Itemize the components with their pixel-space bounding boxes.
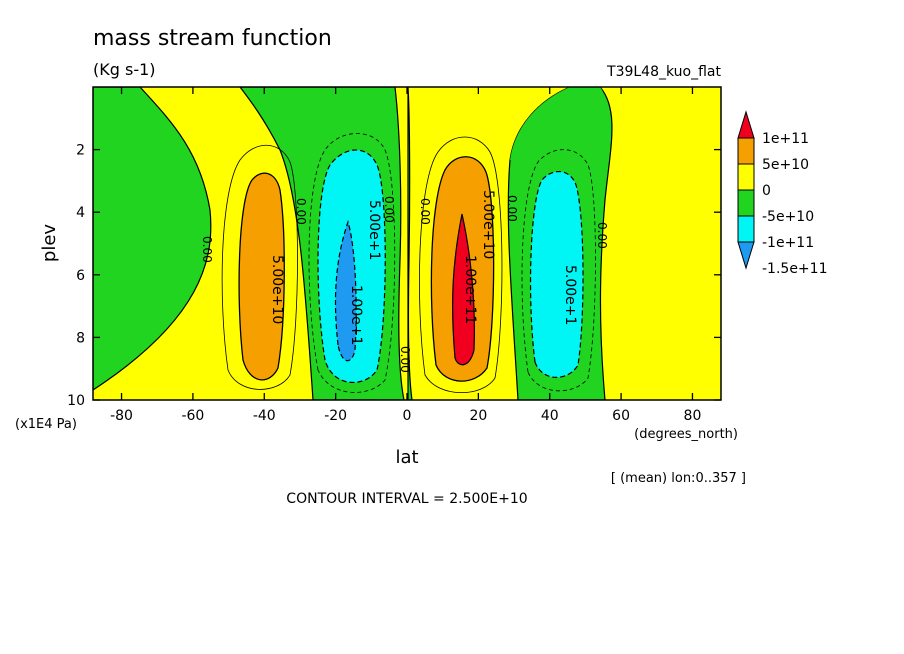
x-tick-label: 0 bbox=[403, 408, 412, 424]
x-tick-label: 20 bbox=[469, 408, 487, 424]
zero-label: 0.00 bbox=[294, 198, 308, 225]
y-tick-label: 2 bbox=[76, 143, 85, 159]
y-tick-label: 6 bbox=[76, 268, 85, 284]
colorbar-label: 0 bbox=[762, 183, 771, 199]
colorbar-label: 1e+11 bbox=[762, 131, 809, 147]
colorbar-swatch bbox=[737, 110, 755, 139]
colorbar-swatch bbox=[737, 163, 755, 191]
green-region-nh-mid-cap bbox=[510, 87, 609, 160]
green-region-nh-tropics bbox=[407, 87, 413, 400]
y-tick-label: 8 bbox=[76, 330, 85, 346]
x-tick-label: -40 bbox=[253, 408, 276, 424]
colorbar-swatch bbox=[737, 189, 755, 217]
zero-label: 0.00 bbox=[200, 236, 214, 263]
zero-label: 0.00 bbox=[505, 195, 519, 222]
colorbar-swatch bbox=[737, 215, 755, 243]
cell-sh-negative-blue bbox=[334, 220, 357, 362]
experiment-label: T39L48_kuo_flat bbox=[606, 64, 721, 80]
contour-label: 5.00e+10 bbox=[269, 255, 285, 324]
mean-note: [ (mean) lon:0..357 ] bbox=[611, 471, 746, 486]
x-tick-label: 60 bbox=[612, 408, 630, 424]
x-axis: -80 -60 -40 -20 0 20 40 60 80 bbox=[110, 87, 701, 424]
cell-sh-positive-outer bbox=[221, 144, 298, 390]
y-axis: 2 4 6 8 10 bbox=[67, 143, 721, 409]
contour-interval-label: CONTOUR INTERVAL = 2.500E+10 bbox=[286, 491, 527, 507]
x-tick-label: -80 bbox=[110, 408, 133, 424]
contour-label: 1.00e+11 bbox=[462, 255, 478, 324]
x-axis-label: lat bbox=[395, 447, 418, 468]
y-axis-label: plev bbox=[39, 224, 60, 263]
x-axis-units: (degrees_north) bbox=[634, 427, 738, 442]
zero-label: 0.00 bbox=[418, 198, 432, 225]
cell-nh-negative-cyan bbox=[529, 171, 584, 378]
x-tick-label: 80 bbox=[684, 408, 702, 424]
cell-nh-positive-outer bbox=[419, 136, 503, 394]
cell-sh-positive-orange bbox=[238, 172, 285, 381]
colorbar-swatch bbox=[737, 241, 755, 270]
contour-label: 5.00e+1 bbox=[366, 200, 382, 260]
cell-nh-positive-red bbox=[451, 213, 475, 366]
colorbar-label: -5e+10 bbox=[762, 209, 814, 225]
chart-units: (Kg s-1) bbox=[93, 60, 156, 79]
colorbar-label: -1.5e+11 bbox=[762, 261, 827, 277]
cell-sh-negative-outer bbox=[308, 133, 396, 393]
contour-label: 5.00e+1 bbox=[562, 265, 578, 325]
y-tick-label: 10 bbox=[67, 393, 85, 409]
x-tick-label: -60 bbox=[181, 408, 204, 424]
contour-plot: 5.00e+10 5.00e+1 1.00e+1 5.00e+10 1.00e+… bbox=[93, 87, 721, 400]
x-tick-label: 40 bbox=[541, 408, 559, 424]
chart-title: mass stream function bbox=[93, 26, 332, 51]
y-axis-units: (x1E4 Pa) bbox=[15, 417, 77, 432]
colorbar: 1e+11 5e+10 0 -5e+10 -1e+11 -1.5e+11 bbox=[737, 110, 827, 277]
contour-label: 5.00e+10 bbox=[480, 190, 496, 259]
zero-label: 0.00 bbox=[382, 196, 396, 223]
colorbar-swatch bbox=[737, 137, 755, 165]
colorbar-label: 5e+10 bbox=[762, 157, 809, 173]
x-tick-label: -20 bbox=[324, 408, 347, 424]
zero-label: 0.00 bbox=[595, 222, 609, 249]
y-tick-label: 4 bbox=[76, 205, 85, 221]
green-region-sh-high bbox=[93, 87, 212, 391]
contour-label: 1.00e+1 bbox=[348, 285, 364, 345]
zero-label: 0.00 bbox=[398, 346, 412, 373]
colorbar-label: -1e+11 bbox=[762, 235, 814, 251]
